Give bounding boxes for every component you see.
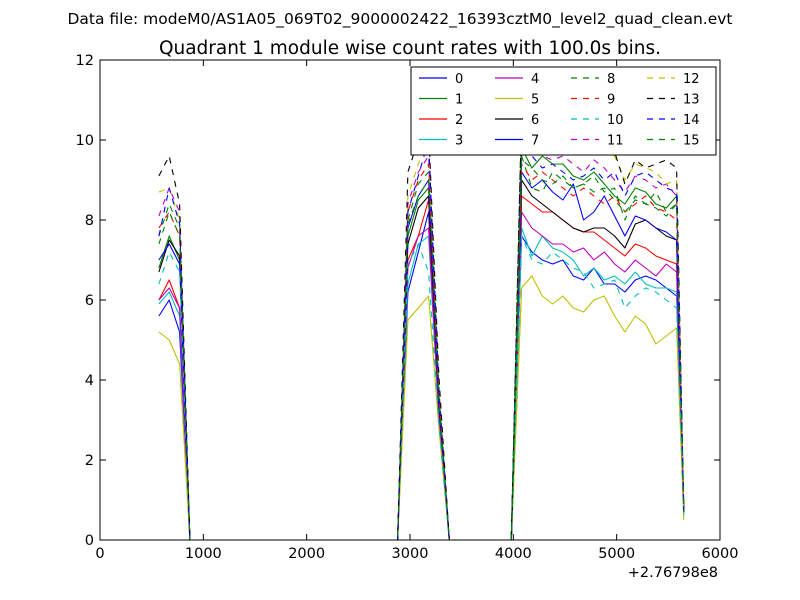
- chart-title: Quadrant 1 module wise count rates with …: [159, 38, 661, 59]
- series-3-line-2: [510, 227, 685, 541]
- y-tick-label: 6: [85, 293, 94, 309]
- legend-label-7: 7: [531, 134, 539, 149]
- y-tick-label: 8: [85, 213, 94, 229]
- series-8-line-2: [510, 155, 685, 541]
- series-5-line-2: [510, 275, 685, 541]
- series-2-line-2: [510, 195, 685, 541]
- legend-label-15: 15: [683, 134, 700, 149]
- legend-box: [410, 66, 717, 156]
- series-10-line-2: [510, 235, 685, 541]
- x-tick-label: 3000: [392, 546, 429, 562]
- legend-label-14: 14: [683, 113, 700, 128]
- legend-label-0: 0: [455, 72, 463, 87]
- x-tick-label: 5000: [598, 546, 635, 562]
- legend-label-6: 6: [531, 113, 539, 128]
- series-6-line-2: [510, 179, 685, 541]
- x-axis: 0 1000 2000 3000 4000 5000 6000: [95, 60, 738, 562]
- series-15-line-2: [510, 159, 685, 541]
- x-tick-label: 1000: [185, 546, 222, 562]
- series-4-line-2: [510, 211, 685, 541]
- legend-label-13: 13: [683, 93, 700, 108]
- legend-label-12: 12: [683, 72, 700, 87]
- series-15-line-1: [158, 159, 523, 541]
- chart-suptitle: Data file: modeM0/AS1A05_069T02_90000024…: [67, 10, 732, 29]
- x-tick-label: 6000: [702, 546, 739, 562]
- series-10-line-1: [158, 235, 523, 541]
- series-9-line-2: [510, 163, 685, 541]
- series-14-line-2: [510, 139, 685, 541]
- legend-label-8: 8: [607, 72, 615, 87]
- x-tick-label: 4000: [495, 546, 532, 562]
- x-tick-label: 2000: [288, 546, 325, 562]
- y-tick-label: 12: [76, 53, 94, 69]
- legend-label-3: 3: [455, 134, 463, 149]
- series-0-line-2: [510, 235, 685, 541]
- y-tick-label: 2: [85, 453, 94, 469]
- legend-label-1: 1: [455, 93, 463, 108]
- series-1-line-2: [510, 147, 685, 541]
- legend-label-10: 10: [607, 113, 624, 128]
- legend-label-9: 9: [607, 93, 615, 108]
- legend-label-4: 4: [531, 72, 539, 87]
- y-tick-label: 10: [76, 133, 94, 149]
- x-offset-label: +2.76798e8: [628, 565, 718, 581]
- y-tick-label: 4: [85, 373, 94, 389]
- legend-label-5: 5: [531, 93, 539, 108]
- legend-label-2: 2: [455, 113, 463, 128]
- series-7-line-2: [510, 171, 685, 541]
- y-tick-label: 0: [85, 533, 94, 549]
- x-tick-label: 0: [95, 546, 104, 562]
- legend-label-11: 11: [607, 134, 624, 149]
